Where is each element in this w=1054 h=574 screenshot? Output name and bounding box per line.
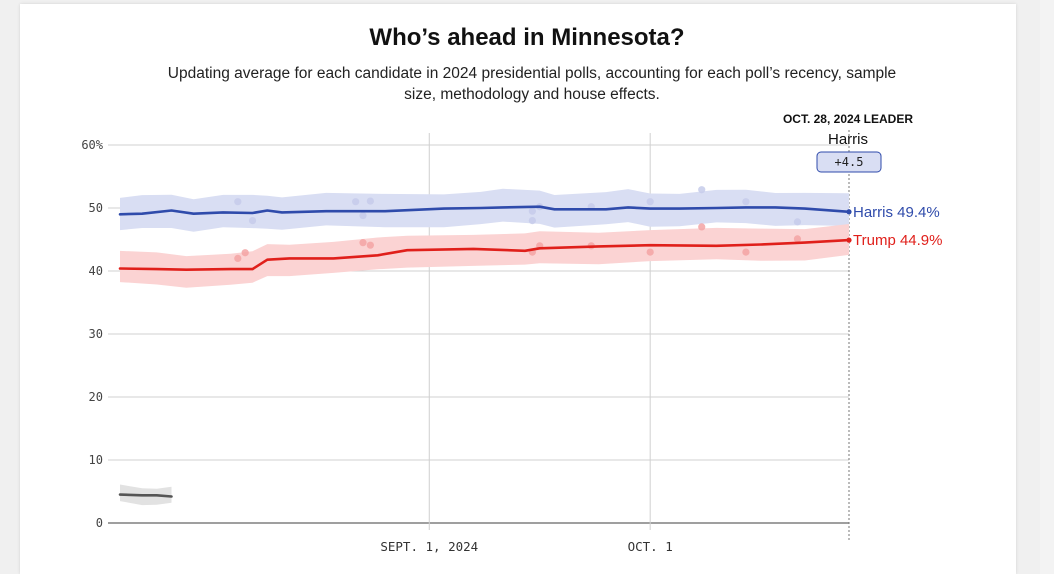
trump-poll-dot [241, 249, 249, 257]
harris-poll-dot [352, 198, 360, 206]
trump-poll-dot [366, 241, 374, 249]
leader-margin-value: +4.5 [835, 155, 864, 169]
band-layer [120, 188, 849, 506]
y-tick-label: 60% [81, 138, 103, 152]
harris-average-line [118, 205, 851, 216]
harris-poll-dot [742, 198, 750, 206]
trump-end-label: Trump 44.9% [853, 232, 942, 249]
scroll-edge [1040, 0, 1054, 574]
harris-uncertainty-band [120, 188, 849, 232]
leader-name: Harris [828, 131, 868, 148]
x-tick-label: SEPT. 1, 2024 [380, 539, 478, 554]
harris-poll-dot [528, 217, 536, 225]
harris-poll-dot [793, 218, 802, 226]
chart-title: Who’s ahead in Minnesota? [369, 24, 685, 51]
y-tick-label: 20 [89, 390, 103, 404]
harris-poll-dot [234, 198, 242, 206]
trump-poll-dot [698, 223, 706, 231]
y-tick-label: 30 [89, 327, 103, 341]
harris-poll-dot [646, 198, 654, 206]
harris-end-label: Harris 49.4% [853, 204, 940, 221]
harris-poll-dot [698, 186, 706, 194]
harris-poll-dot [248, 217, 257, 225]
trump-poll-dot [742, 248, 750, 256]
leader-heading: OCT. 28, 2024 LEADER [783, 112, 913, 126]
y-tick-label: 10 [89, 453, 103, 467]
trump-poll-dot [234, 254, 242, 262]
chart-subtitle: Updating average for each candidate in 2… [167, 65, 897, 103]
trump-poll-dot [793, 235, 802, 243]
harris-end-marker [846, 209, 852, 215]
harris-poll-dot [359, 211, 367, 220]
trump-end-marker [846, 237, 852, 243]
y-tick-label: 40 [89, 264, 103, 278]
chart-card [20, 4, 1016, 574]
y-tick-label: 0 [96, 516, 103, 530]
trump-uncertainty-band [120, 224, 849, 288]
leader-margin-badge [816, 151, 882, 173]
y-tick-label: 50 [89, 201, 103, 215]
series-line-layer [118, 205, 852, 498]
x-tick-label: OCT. 1 [628, 539, 673, 554]
label-layer: 0 10 20 30 40 50 60% SEPT. 1, 2024 OCT. 1 Harris … [81, 138, 942, 554]
harris-poll-dot [366, 197, 374, 205]
harris-poll-dot [528, 207, 536, 215]
trump-poll-dot [359, 239, 367, 247]
trump-poll-dot [646, 248, 654, 256]
other-average-line [118, 493, 173, 498]
trump-average-line [118, 238, 851, 271]
